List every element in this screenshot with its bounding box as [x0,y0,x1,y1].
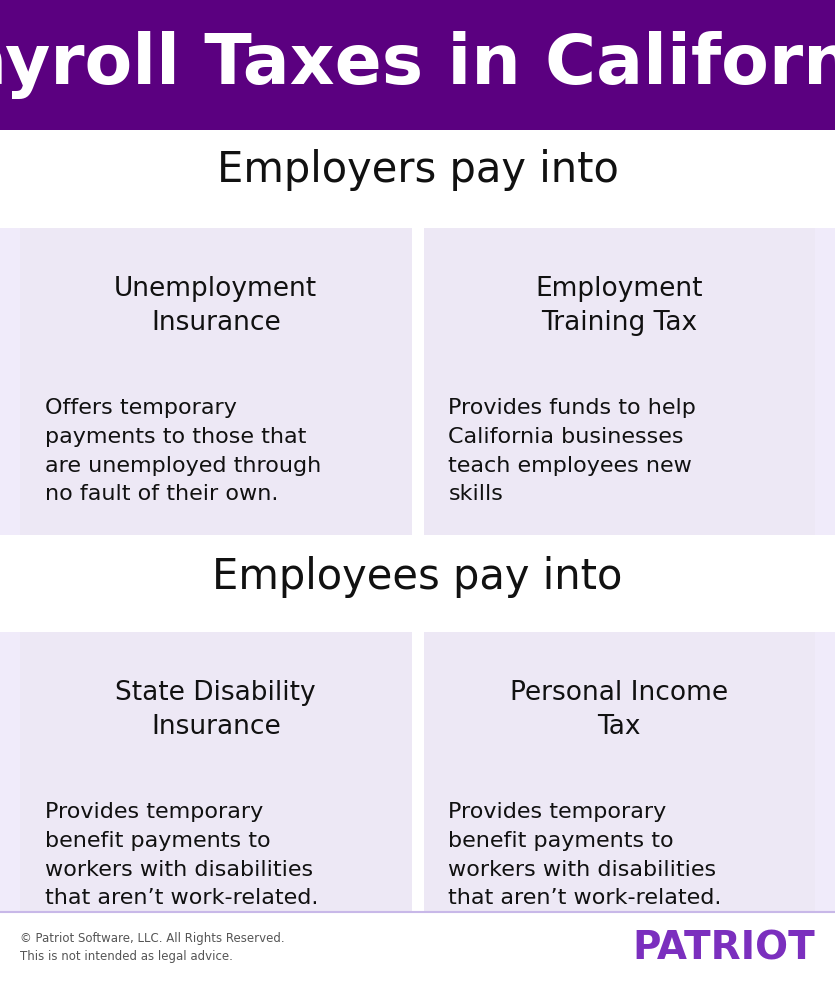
Text: Unemployment
Insurance: Unemployment Insurance [114,276,317,336]
Text: Provides temporary
benefit payments to
workers with disabilities
that aren’t wor: Provides temporary benefit payments to w… [448,802,722,908]
Bar [20,632,412,912]
Bar [412,228,423,535]
Text: Provides temporary
benefit payments to
workers with disabilities
that aren’t wor: Provides temporary benefit payments to w… [45,802,318,908]
Text: Employees pay into: Employees pay into [212,556,623,599]
Text: Personal Income
Tax: Personal Income Tax [510,680,728,740]
Text: Provides funds to help
California businesses
teach employees new
skills: Provides funds to help California busine… [448,398,696,505]
Text: This is not intended as legal advice.: This is not intended as legal advice. [20,950,233,963]
Bar [0,632,835,912]
Text: State Disability
Insurance: State Disability Insurance [115,680,316,740]
Bar [0,0,835,130]
Bar [423,632,815,912]
Text: Offers temporary
payments to those that
are unemployed through
no fault of their: Offers temporary payments to those that … [45,398,321,505]
Bar [423,228,815,535]
Text: © Patriot Software, LLC. All Rights Reserved.: © Patriot Software, LLC. All Rights Rese… [20,932,285,945]
Bar [0,228,835,535]
Text: Employers pay into: Employers pay into [216,149,619,191]
Bar [412,632,423,912]
Bar [20,228,412,535]
Text: Employment
Training Tax: Employment Training Tax [535,276,703,336]
Text: PATRIOT: PATRIOT [632,930,815,968]
Text: Payroll Taxes in California: Payroll Taxes in California [0,31,835,99]
